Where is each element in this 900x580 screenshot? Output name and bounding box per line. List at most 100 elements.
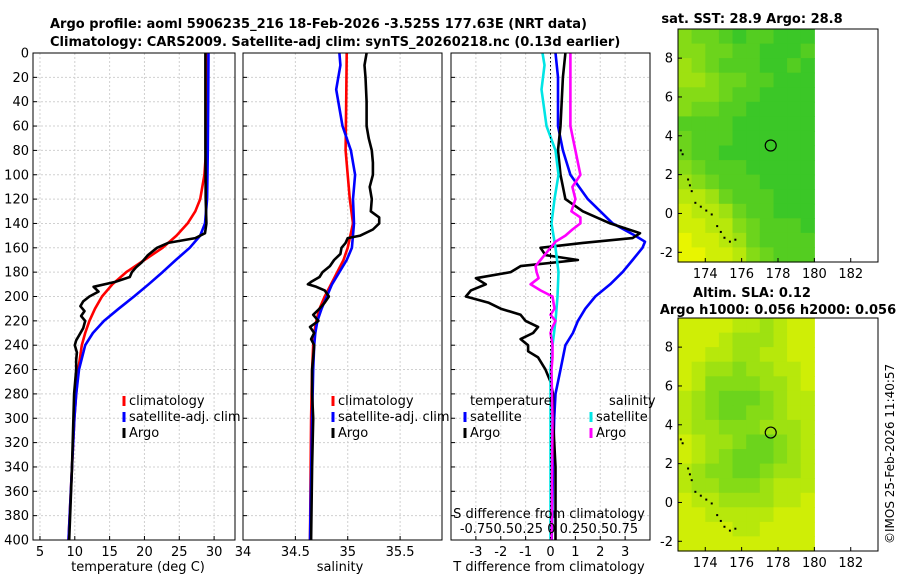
y-tick-label: 0 <box>21 47 29 62</box>
map-cell <box>718 87 734 103</box>
map-cell <box>759 87 774 103</box>
y-tick-label: 60 <box>12 120 29 135</box>
coastline-dot <box>710 502 713 505</box>
map-cell <box>773 521 788 538</box>
map-cell <box>678 189 693 205</box>
map-cell <box>678 390 693 406</box>
map-cell <box>773 449 788 465</box>
legend-label: Argo <box>129 426 159 441</box>
s-difference-label: S difference from climatology <box>453 507 645 522</box>
x-tick-label: 2 <box>596 545 604 560</box>
map-cell <box>691 218 706 234</box>
map-cell <box>705 478 720 494</box>
coastline-dot <box>716 514 719 517</box>
x-tick-label: 3 <box>621 545 629 560</box>
map-cell <box>800 116 815 132</box>
map-cell <box>678 361 693 377</box>
map-cell <box>787 218 802 234</box>
map-cell <box>732 507 747 523</box>
map-cell <box>705 247 720 263</box>
coastline-dot <box>694 490 697 493</box>
coastline-dot <box>688 473 691 476</box>
map-cell <box>705 72 720 88</box>
map-cell <box>718 247 734 263</box>
map-cell <box>773 347 788 363</box>
map-x-tick-label: 180 <box>802 556 827 571</box>
map-cell <box>678 332 693 348</box>
legend-label: satellite-adj. clim <box>338 410 450 425</box>
map-x-tick-label: 176 <box>729 556 754 571</box>
coastline-dot <box>719 230 722 233</box>
map-cell <box>732 521 747 538</box>
coastline-dot <box>699 205 702 208</box>
map-cell <box>705 101 720 117</box>
legend-label: climatology <box>338 394 414 409</box>
x-tick-label: -3 <box>469 545 482 560</box>
map-cell <box>732 116 747 132</box>
map-cell <box>800 536 815 552</box>
map-cell <box>800 43 815 59</box>
y-tick-label: 280 <box>4 387 29 402</box>
sla-map-argo-heights: Argo h1000: 0.056 h2000: 0.056 <box>660 303 896 318</box>
coastline-dot <box>679 149 682 152</box>
series-line-s-argo <box>529 53 582 541</box>
map-cell <box>800 521 815 538</box>
map-cell <box>718 174 734 190</box>
map-cell <box>718 492 734 508</box>
map-cell <box>678 145 693 161</box>
map-cell <box>746 174 761 190</box>
map-cell <box>718 189 734 205</box>
map-cell <box>732 218 747 234</box>
map-cell <box>705 43 720 59</box>
map-cell <box>705 318 720 334</box>
map-cell <box>705 29 720 45</box>
map-cell <box>705 419 720 436</box>
map-cell <box>691 361 706 377</box>
map-cell <box>678 101 693 117</box>
coastline-dot <box>699 494 702 497</box>
map-cell <box>718 390 734 406</box>
map-cell <box>705 405 720 421</box>
map-cell <box>746 419 761 436</box>
map-cell <box>678 203 693 219</box>
map-cell <box>732 43 747 59</box>
map-cell <box>678 536 693 552</box>
sst-map-panel: 174 176 178 180 182 -2 0 2 4 6 8 <box>660 28 879 282</box>
map-cell <box>718 72 734 88</box>
map-cell <box>773 463 788 479</box>
map-cell <box>691 58 706 74</box>
map-cell <box>800 218 815 234</box>
map-cell <box>678 507 693 523</box>
map-cell <box>773 29 788 45</box>
y-tick-label: 120 <box>4 193 29 208</box>
map-cell <box>759 116 774 132</box>
map-cell <box>773 58 788 74</box>
map-cell <box>787 536 802 552</box>
map-cell <box>705 145 720 161</box>
map-cell <box>773 507 788 523</box>
map-cell <box>691 174 706 190</box>
map-cell <box>787 390 802 406</box>
map-cell <box>732 189 747 205</box>
map-cell <box>678 419 693 436</box>
map-cell <box>732 536 747 552</box>
difference-xlabel: T difference from climatology <box>452 560 645 575</box>
x-tick-label: 34.5 <box>281 545 310 560</box>
y-tick-label: 20 <box>12 71 29 86</box>
map-cell <box>787 492 802 508</box>
map-cell <box>773 361 788 377</box>
map-cell <box>691 521 706 538</box>
map-cell <box>691 130 706 147</box>
map-cell <box>800 492 815 508</box>
map-cell <box>759 521 774 538</box>
map-cell <box>718 376 734 392</box>
map-cell <box>787 72 802 88</box>
legend-label: satellite-adj. clim <box>129 410 241 425</box>
y-tick-label: 160 <box>4 241 29 256</box>
map-cell <box>773 101 788 117</box>
map-cell <box>732 130 747 147</box>
map-cell <box>746 130 761 147</box>
map-cell <box>759 160 774 176</box>
map-cell <box>759 145 774 161</box>
map-cell <box>691 449 706 465</box>
